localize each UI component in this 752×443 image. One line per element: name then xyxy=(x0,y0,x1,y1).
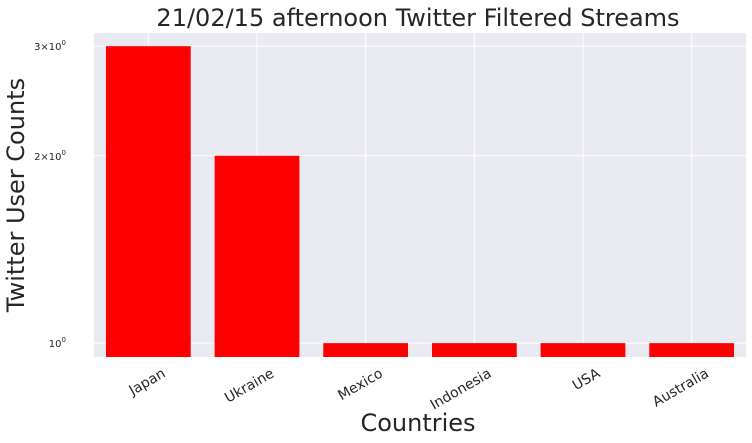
x-tick-labels: Japan Ukraine Mexico Indonesia USA Australia xyxy=(126,365,712,413)
x-axis-label: Countries xyxy=(360,409,475,437)
y-axis-label: Twitter User Counts xyxy=(2,78,30,313)
bar-indonesia xyxy=(431,343,517,357)
y-tick-label-0: 100 xyxy=(49,336,66,350)
y-tick-labels: 100 2×100 3×100 xyxy=(34,39,66,350)
bar-usa xyxy=(540,343,626,357)
bar-ukraine xyxy=(214,155,300,357)
bars xyxy=(105,46,735,357)
x-tick-label-mexico: Mexico xyxy=(335,366,385,404)
x-tick-label-indonesia: Indonesia xyxy=(428,366,495,414)
chart-title: 21/02/15 afternoon Twitter Filtered Stre… xyxy=(156,4,679,32)
x-tick-label-australia: Australia xyxy=(650,366,712,411)
x-tick-label-japan: Japan xyxy=(126,366,169,400)
x-tick-label-ukraine: Ukraine xyxy=(222,366,277,407)
y-tick-label-2: 3×100 xyxy=(34,39,66,53)
y-tick-label-1: 2×100 xyxy=(34,149,66,163)
plot-area xyxy=(94,33,746,357)
bar-australia xyxy=(649,343,735,357)
bar-japan xyxy=(105,46,191,357)
x-tick-label-usa: USA xyxy=(570,365,603,394)
bar-mexico xyxy=(323,343,409,357)
